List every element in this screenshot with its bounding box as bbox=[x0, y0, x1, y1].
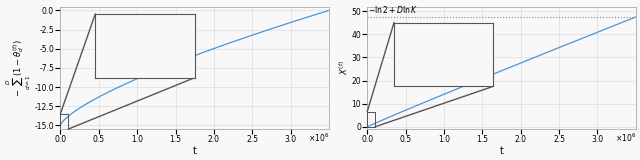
Y-axis label: $-\sum_{d=1}^{D}(1-\theta_d^{(t)})$: $-\sum_{d=1}^{D}(1-\theta_d^{(t)})$ bbox=[4, 39, 33, 97]
Y-axis label: $X^{(t)}$: $X^{(t)}$ bbox=[337, 60, 350, 76]
Text: $\times10^6$: $\times10^6$ bbox=[308, 132, 329, 144]
Bar bbox=[60, 114, 68, 129]
Bar bbox=[60, 114, 68, 129]
Bar bbox=[367, 112, 375, 127]
X-axis label: t: t bbox=[500, 146, 504, 156]
Bar bbox=[367, 112, 375, 127]
X-axis label: t: t bbox=[193, 146, 196, 156]
Text: $\times10^6$: $\times10^6$ bbox=[614, 132, 636, 144]
Text: $-\ln 2 + D\ln K$: $-\ln 2 + D\ln K$ bbox=[369, 4, 419, 15]
